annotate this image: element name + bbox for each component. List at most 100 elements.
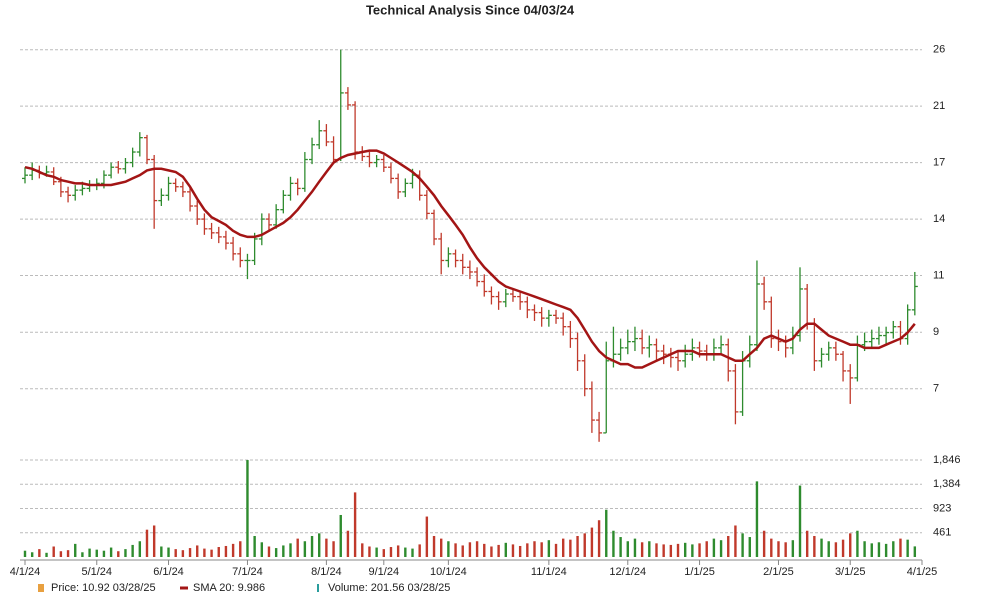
volume-bar	[590, 527, 594, 557]
volume-bar	[38, 549, 41, 557]
volume-bar	[425, 516, 429, 557]
volume-bar	[59, 551, 63, 557]
volume-bar	[138, 541, 142, 557]
volume-bar	[368, 546, 371, 557]
volume-bar	[612, 530, 615, 557]
volume-bar	[791, 540, 795, 557]
volume-bar	[705, 541, 708, 557]
volume-bar	[282, 545, 285, 557]
volume-bar	[683, 542, 687, 557]
volume-bar	[432, 535, 436, 557]
volume-bar	[440, 538, 443, 557]
volume-bar	[719, 540, 723, 557]
y-tick-label: 17	[933, 156, 945, 168]
x-tick-label: 10/1/24	[430, 566, 467, 578]
volume-bar	[669, 544, 673, 557]
volume-bar	[246, 460, 249, 557]
volume-bar	[239, 541, 242, 557]
volume-bar	[899, 538, 902, 557]
volume-bar	[626, 541, 629, 557]
x-tick-label: 11/1/24	[531, 566, 567, 578]
y-tick-label: 11	[933, 269, 944, 281]
x-tick-label: 7/1/24	[232, 566, 263, 578]
legend-swatch	[38, 584, 44, 592]
volume-bar	[461, 545, 464, 557]
volume-bar	[145, 529, 149, 557]
volume-bar	[820, 538, 823, 557]
volume-bar	[518, 545, 522, 557]
volume-bar	[296, 538, 299, 557]
volume-bar	[260, 542, 264, 557]
volume-bar	[332, 541, 335, 557]
volume-bar	[533, 541, 536, 557]
volume-bar	[346, 530, 350, 557]
y-tick-label: 7	[933, 383, 939, 395]
volume-bar	[734, 525, 737, 557]
volume-bar	[253, 535, 256, 557]
volume-bar	[353, 492, 357, 557]
volume-bar	[841, 539, 845, 557]
volume-bar	[217, 547, 220, 557]
legend-label: Price: 10.92 03/28/25	[51, 582, 156, 594]
volume-bar	[827, 541, 830, 557]
volume-bar	[475, 541, 479, 557]
y2-tick-label: 461	[933, 527, 951, 539]
x-tick-label: 12/1/24	[609, 566, 646, 578]
volume-bar	[583, 533, 586, 557]
legend-label: Volume: 201.56 03/28/25	[328, 582, 450, 594]
volume-bar	[389, 547, 393, 557]
x-tick-label: 8/1/24	[311, 566, 342, 578]
volume-bar	[396, 545, 400, 557]
volume-bar	[748, 537, 751, 557]
volume-bar	[569, 539, 572, 557]
volume-bar	[318, 533, 321, 557]
volume-bar	[131, 544, 134, 557]
volume-bar	[88, 548, 91, 557]
volume-bar	[289, 543, 292, 557]
y-tick-label: 21	[933, 100, 945, 112]
volume-bar	[174, 549, 177, 557]
volume-bar	[877, 542, 881, 557]
volume-bar	[849, 533, 852, 557]
volume-bar	[74, 543, 77, 557]
volume-bar	[490, 546, 493, 557]
x-tick-label: 1/1/25	[684, 566, 715, 578]
volume-bar	[231, 543, 235, 557]
volume-bar	[23, 550, 27, 557]
volume-bar	[167, 547, 170, 557]
x-tick-label: 2/1/25	[763, 566, 794, 578]
y-tick-label: 9	[933, 326, 939, 338]
volume-bar	[554, 543, 558, 557]
y-tick-label: 26	[933, 44, 945, 56]
volume-bar	[188, 548, 192, 557]
x-tick-label: 4/1/24	[10, 566, 41, 578]
volume-bar	[361, 543, 364, 557]
volume-bar	[540, 542, 543, 557]
volume-bar	[210, 549, 213, 557]
volume-bar	[892, 541, 895, 557]
volume-bar	[109, 547, 113, 557]
volume-bar	[619, 537, 622, 557]
volume-bar	[45, 552, 48, 557]
volume-bar	[633, 538, 637, 557]
volume-bar	[483, 543, 486, 557]
volume-bar	[52, 546, 55, 557]
legend-label: SMA 20: 9.986	[193, 582, 265, 594]
volume-bar	[562, 538, 565, 557]
volume-bar	[102, 550, 106, 557]
volume-bar	[454, 543, 457, 557]
volume-bar	[504, 542, 507, 557]
volume-bar	[411, 548, 414, 557]
volume-bar	[655, 543, 658, 557]
volume-bar	[547, 540, 551, 557]
volume-bar	[640, 542, 644, 557]
volume-bar	[913, 546, 917, 557]
volume-bar	[117, 551, 120, 557]
volume-bar	[224, 545, 228, 557]
volume-bar	[160, 546, 163, 557]
x-tick-label: 3/1/25	[835, 566, 866, 578]
volume-bar	[805, 530, 809, 557]
volume-bar	[741, 533, 744, 557]
volume-bar	[798, 485, 802, 557]
